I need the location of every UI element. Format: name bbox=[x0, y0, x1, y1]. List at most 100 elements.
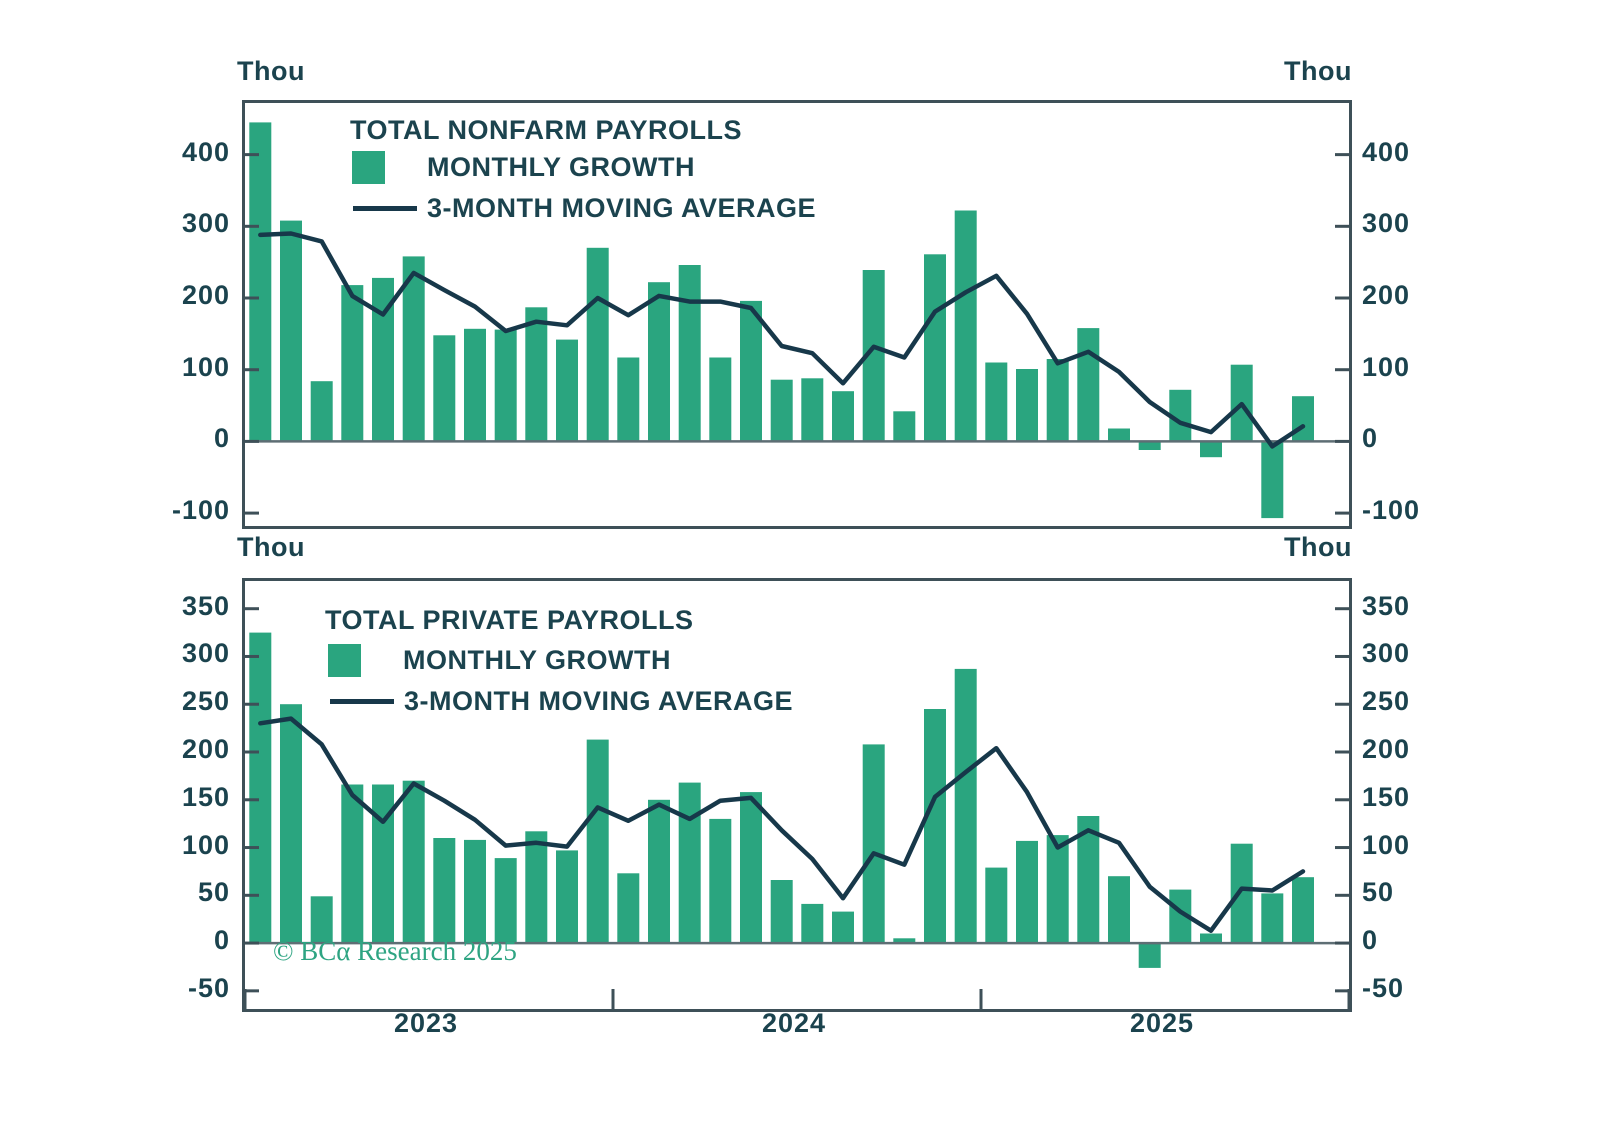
bar bbox=[924, 709, 946, 944]
bar bbox=[832, 911, 854, 944]
bar bbox=[1169, 889, 1192, 944]
private-chart-plot bbox=[242, 578, 1352, 1012]
bar bbox=[1077, 328, 1100, 442]
bar bbox=[954, 210, 977, 442]
bar bbox=[617, 873, 640, 943]
y-axis-label-right: 250 bbox=[1362, 686, 1411, 716]
bar bbox=[1292, 396, 1314, 442]
y-axis-label-right: 200 bbox=[1362, 280, 1411, 310]
y-axis-label-left: 50 bbox=[197, 877, 230, 907]
bar bbox=[433, 335, 456, 442]
y-axis-label-left: 300 bbox=[181, 208, 230, 238]
unit-label-mid-left: Thou bbox=[237, 532, 305, 562]
bar bbox=[1261, 893, 1284, 944]
bar-legend-swatch bbox=[352, 151, 385, 184]
bar-legend-label: MONTHLY GROWTH bbox=[427, 152, 695, 182]
bar bbox=[740, 300, 762, 442]
y-axis-label-left: 400 bbox=[181, 137, 230, 167]
y-axis-label-right: 0 bbox=[1362, 925, 1379, 955]
bar bbox=[1230, 843, 1253, 944]
bar bbox=[341, 784, 364, 944]
bar bbox=[1200, 441, 1222, 458]
y-axis-label-left: -100 bbox=[171, 495, 230, 525]
bar bbox=[709, 818, 732, 944]
y-axis-label-left: 350 bbox=[181, 591, 230, 621]
moving-average-line bbox=[258, 231, 1306, 449]
bar bbox=[862, 270, 885, 442]
bar bbox=[709, 357, 732, 442]
bar bbox=[1138, 943, 1161, 968]
bar bbox=[1169, 389, 1192, 442]
line-legend-sample bbox=[330, 698, 394, 704]
y-axis-label-left: 0 bbox=[213, 423, 230, 453]
copyright-watermark: © BCα Research 2025 bbox=[273, 936, 517, 966]
bar bbox=[586, 739, 609, 944]
nonfarm-chart-svg bbox=[245, 122, 1349, 519]
y-axis-label-left: 100 bbox=[181, 352, 230, 382]
y-axis-label-right: 350 bbox=[1362, 591, 1411, 621]
nonfarm-chart-plot bbox=[242, 100, 1352, 529]
bar bbox=[985, 867, 1008, 944]
bar bbox=[586, 247, 609, 442]
bar bbox=[893, 938, 916, 944]
line-legend-sample bbox=[353, 205, 417, 211]
bar bbox=[954, 668, 977, 944]
y-axis-label-right: -50 bbox=[1362, 973, 1405, 1003]
bar bbox=[249, 632, 272, 944]
y-axis-label-left: 150 bbox=[181, 782, 230, 812]
bar bbox=[648, 282, 670, 442]
bar bbox=[924, 254, 946, 442]
unit-label-top-left: Thou bbox=[237, 56, 305, 86]
bar bbox=[310, 896, 333, 944]
bar bbox=[770, 880, 793, 944]
y-axis-label-right: 300 bbox=[1362, 638, 1411, 668]
bar bbox=[494, 858, 517, 944]
bar bbox=[494, 329, 517, 442]
bar bbox=[1016, 369, 1038, 442]
bar bbox=[249, 122, 272, 442]
bar bbox=[556, 850, 578, 944]
bar bbox=[1200, 933, 1222, 944]
bar bbox=[556, 339, 578, 442]
line-legend-label: 3-MONTH MOVING AVERAGE bbox=[427, 192, 817, 223]
bar bbox=[801, 903, 824, 944]
y-axis-label-right: 200 bbox=[1362, 734, 1411, 764]
private-chart-svg bbox=[243, 607, 1351, 1009]
bar bbox=[525, 307, 548, 442]
nonfarm-chart-title: TOTAL NONFARM PAYROLLS bbox=[350, 115, 743, 145]
y-axis-label-left: 0 bbox=[213, 925, 230, 955]
moving-average-line bbox=[258, 716, 1306, 933]
bar bbox=[678, 265, 701, 442]
year-label-2025: 2025 bbox=[1129, 1008, 1195, 1038]
bar bbox=[464, 839, 486, 944]
y-axis-label-right: 100 bbox=[1362, 830, 1411, 860]
y-axis-label-right: -100 bbox=[1362, 495, 1421, 525]
bar bbox=[740, 792, 762, 943]
y-axis-label-left: 100 bbox=[181, 830, 230, 860]
bar bbox=[801, 378, 824, 442]
private-chart-title: TOTAL PRIVATE PAYROLLS bbox=[325, 605, 694, 635]
bar bbox=[464, 328, 486, 442]
bar bbox=[985, 362, 1008, 442]
bar bbox=[341, 285, 364, 442]
y-axis-label-left: 300 bbox=[181, 638, 230, 668]
bar bbox=[1077, 816, 1100, 944]
year-label-2024: 2024 bbox=[761, 1008, 827, 1038]
bar bbox=[433, 838, 456, 944]
bar bbox=[1261, 441, 1284, 519]
bar-legend-label: MONTHLY GROWTH bbox=[403, 645, 671, 675]
bar bbox=[862, 744, 885, 944]
bar bbox=[310, 381, 333, 442]
bar bbox=[1046, 835, 1069, 944]
y-axis-label-left: 200 bbox=[181, 280, 230, 310]
bar bbox=[893, 411, 916, 442]
bar bbox=[1046, 359, 1069, 442]
bar bbox=[280, 704, 302, 943]
bar bbox=[770, 379, 793, 442]
year-label-2023: 2023 bbox=[393, 1008, 459, 1038]
bar-legend-swatch bbox=[328, 644, 361, 677]
y-axis-label-left: 250 bbox=[181, 686, 230, 716]
bar bbox=[1108, 428, 1130, 442]
y-axis-label-right: 150 bbox=[1362, 782, 1411, 812]
unit-label-mid-right: Thou bbox=[1284, 532, 1352, 562]
